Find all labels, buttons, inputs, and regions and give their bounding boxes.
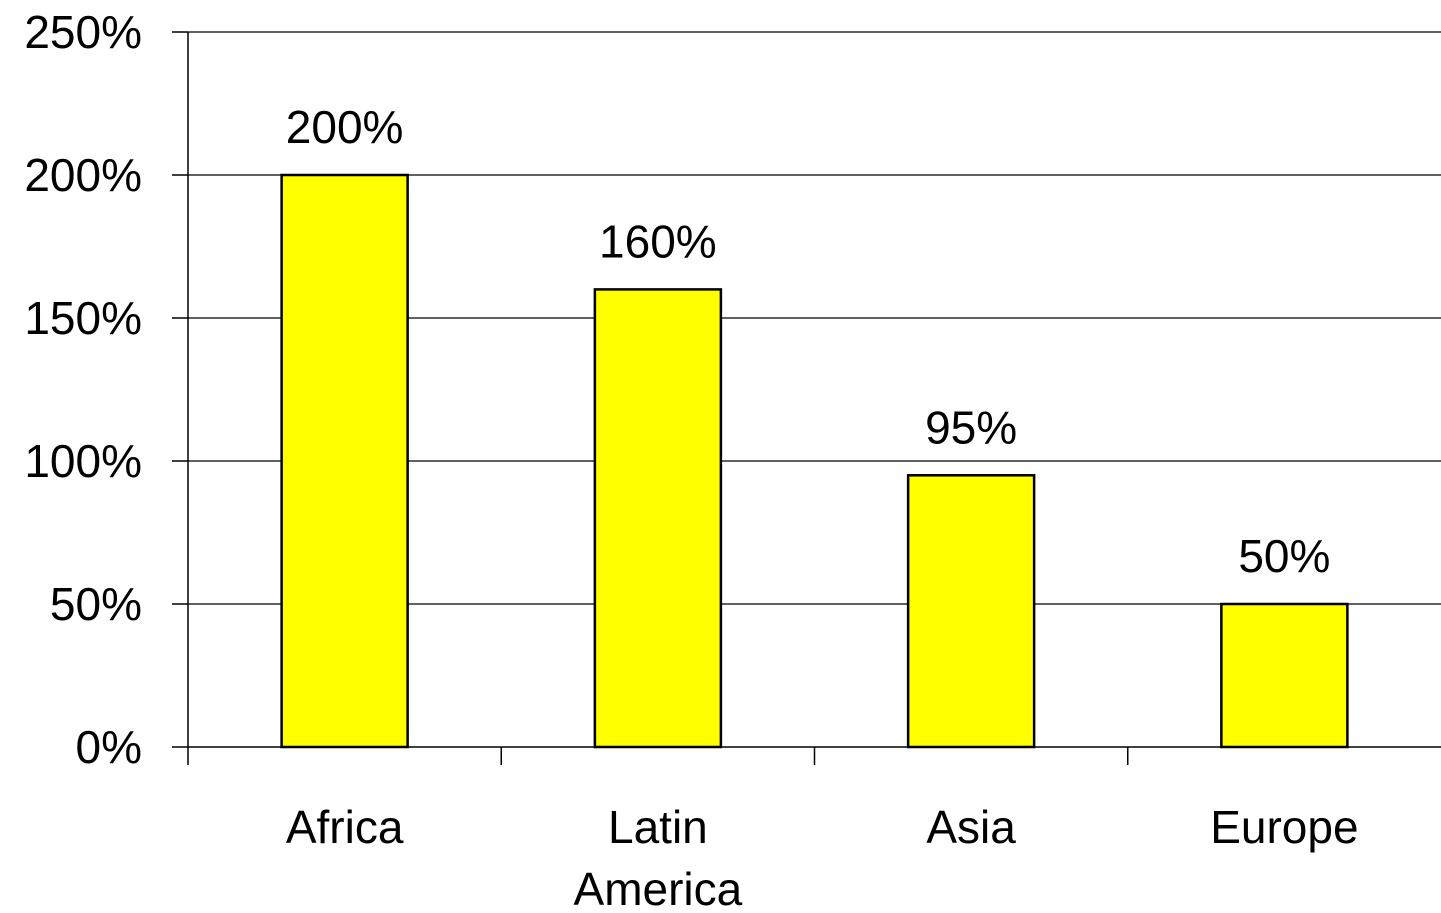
bar-europe [1220,602,1349,749]
bar-africa [280,173,409,749]
data-label: 160% [599,215,717,267]
data-label: 50% [1238,530,1330,582]
y-tick-label: 150% [24,292,142,344]
y-tick-label: 0% [76,721,142,773]
x-tick-label-line: Latin [608,801,708,853]
data-label: 200% [286,101,404,153]
y-tick-label: 100% [24,435,142,487]
y-tick-label: 250% [24,6,142,58]
y-tick-label: 200% [24,149,142,201]
x-tick-label: Asia [926,801,1016,853]
x-tick-label: Latin America [574,801,743,913]
data-label: 95% [925,401,1017,453]
x-tick-label-line: Africa [286,801,404,853]
x-tick-label-line: Europe [1210,801,1358,853]
x-tick-label-line: America [574,863,743,913]
x-tick-label: Europe [1210,801,1358,853]
x-tick-label-line: Asia [926,801,1016,853]
bar-latin-america [593,288,723,749]
labels: 0% 50% 100% 150% 200% 250% 200% Africa 160% Latin… [24,6,1358,913]
bars [280,173,1349,749]
y-tick-label: 50% [50,578,142,630]
bar-asia [906,474,1036,749]
x-tick-label: Africa [286,801,404,853]
